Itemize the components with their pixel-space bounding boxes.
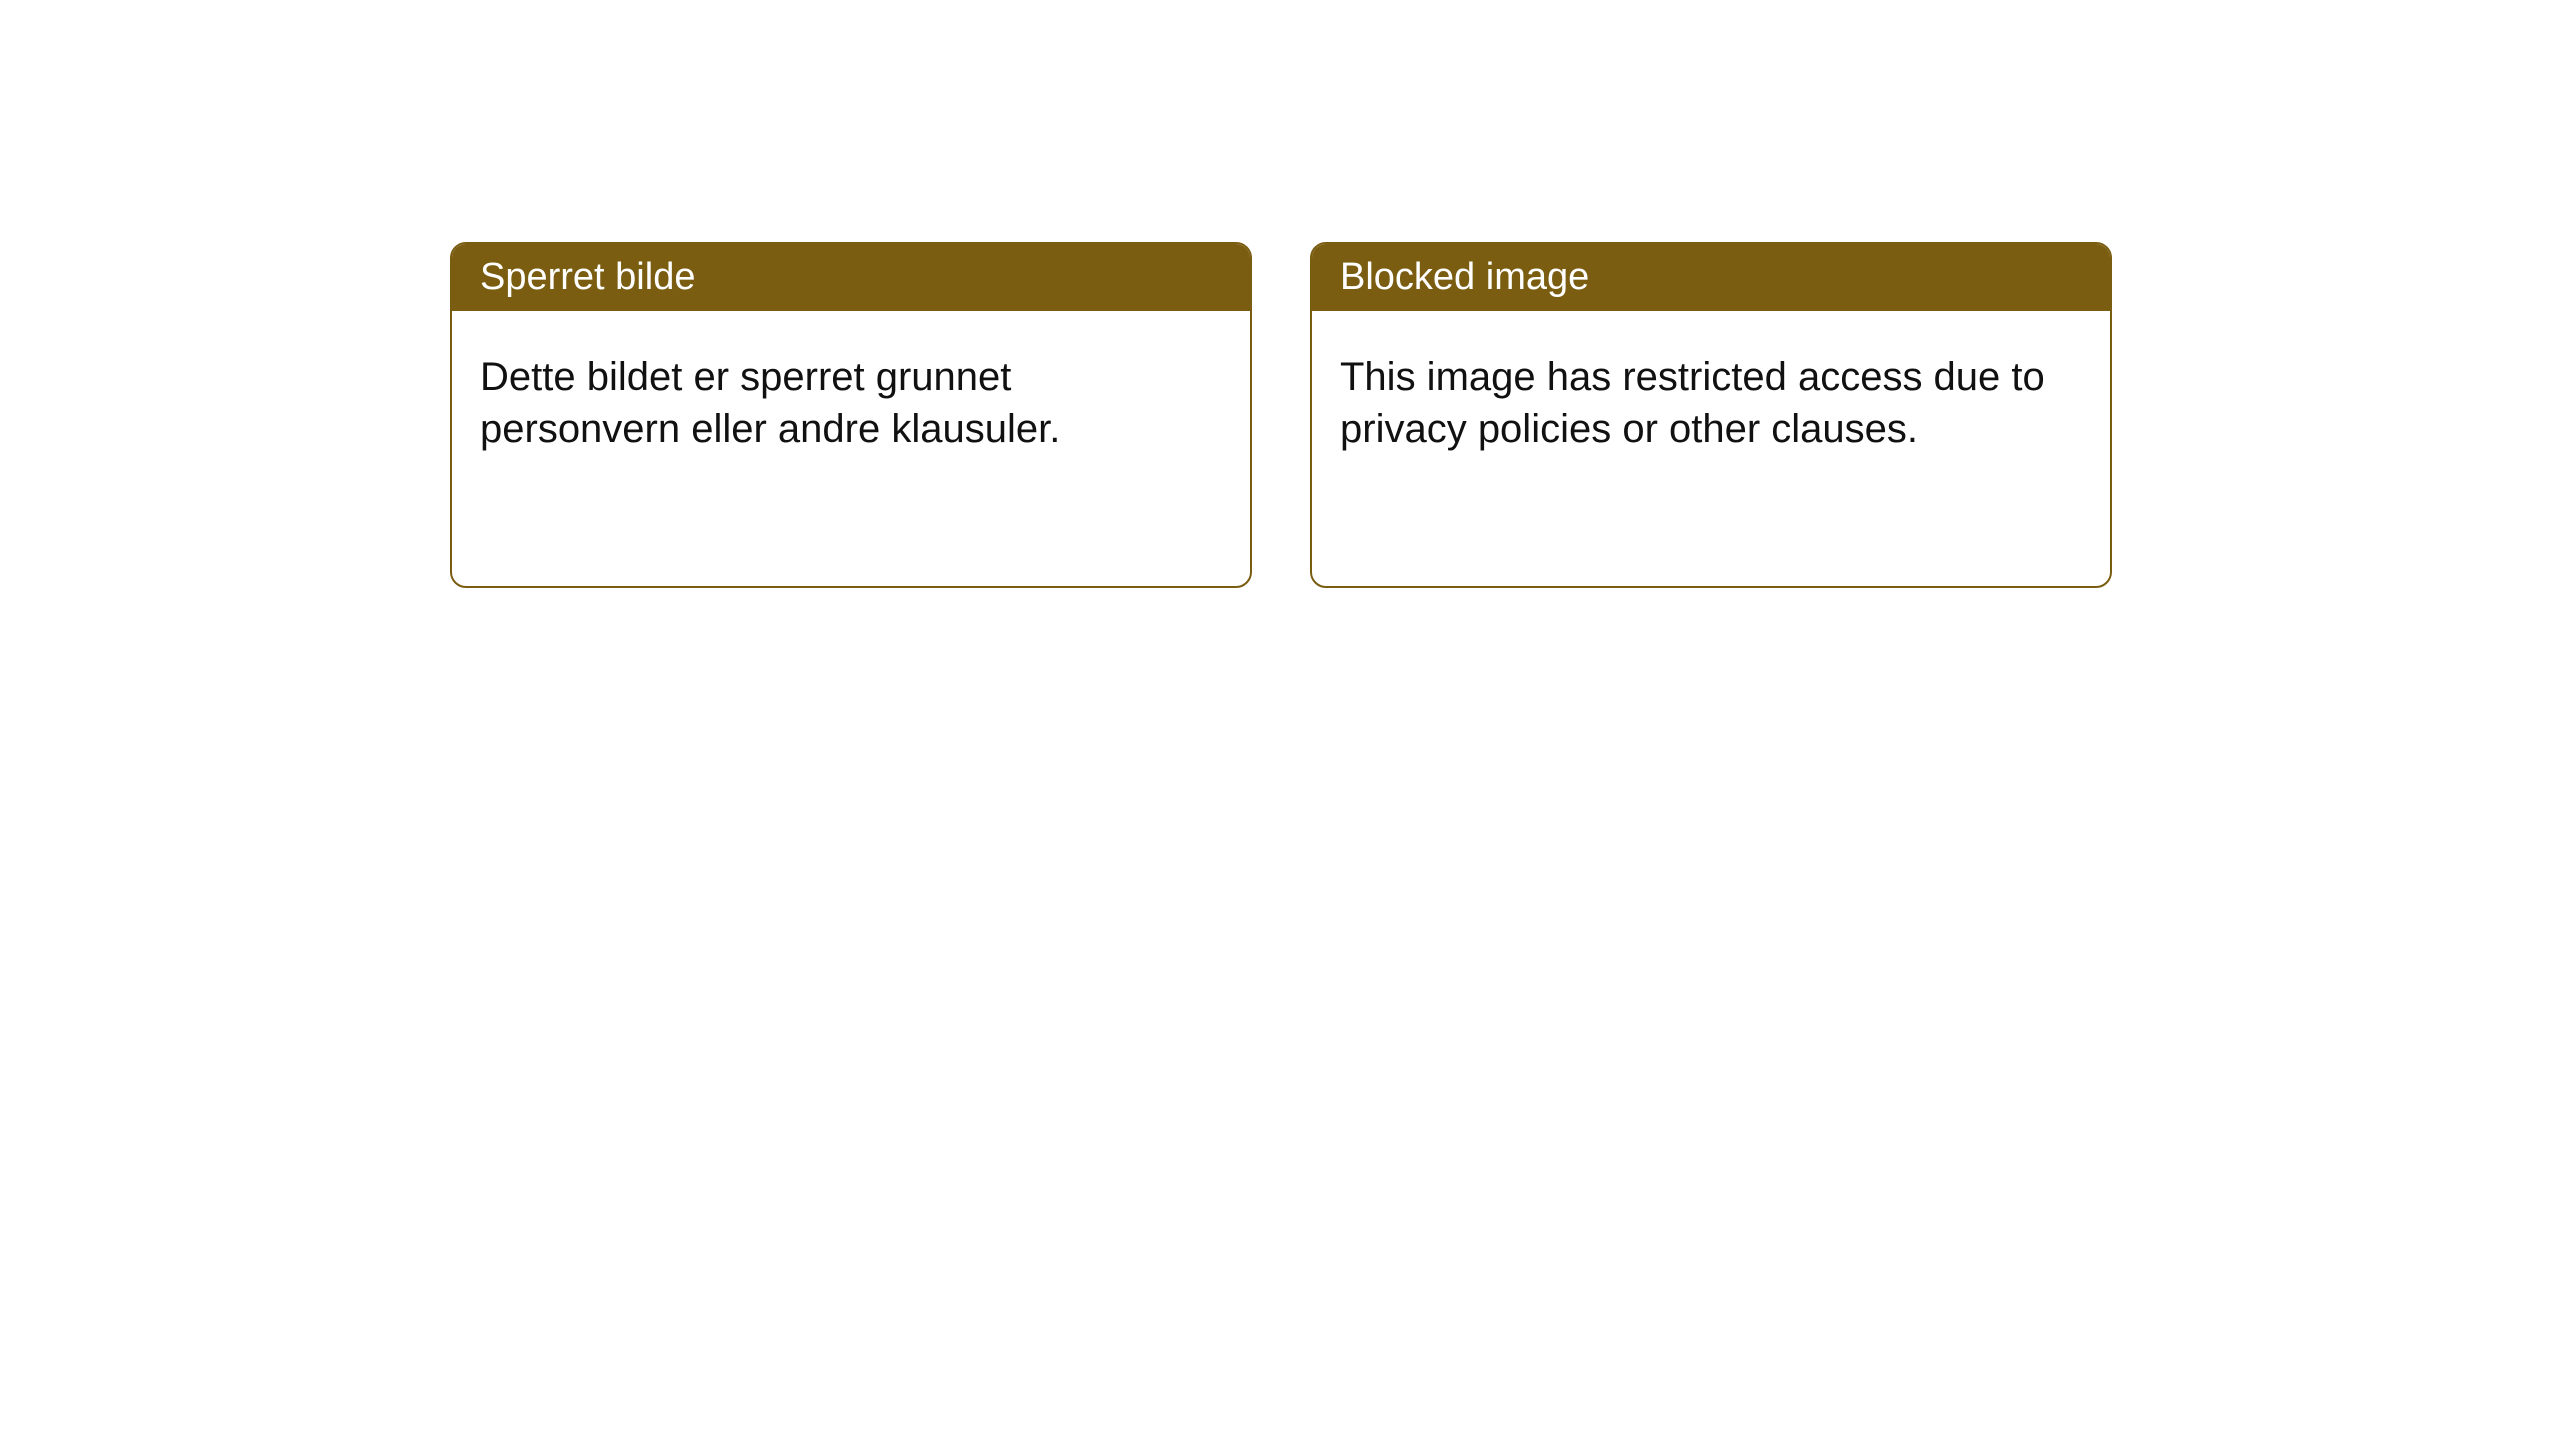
card-title: Sperret bilde bbox=[480, 256, 695, 298]
card-title: Blocked image bbox=[1340, 256, 1589, 298]
card-body-text: This image has restricted access due to … bbox=[1340, 355, 2045, 451]
card-body: Dette bildet er sperret grunnet personve… bbox=[452, 311, 1250, 586]
card-body-text: Dette bildet er sperret grunnet personve… bbox=[480, 355, 1060, 451]
card-body: This image has restricted access due to … bbox=[1312, 311, 2110, 586]
card-header: Sperret bilde bbox=[452, 244, 1250, 311]
notice-cards-container: Sperret bilde Dette bildet er sperret gr… bbox=[450, 242, 2112, 588]
notice-card-norwegian: Sperret bilde Dette bildet er sperret gr… bbox=[450, 242, 1252, 588]
card-header: Blocked image bbox=[1312, 244, 2110, 311]
notice-card-english: Blocked image This image has restricted … bbox=[1310, 242, 2112, 588]
